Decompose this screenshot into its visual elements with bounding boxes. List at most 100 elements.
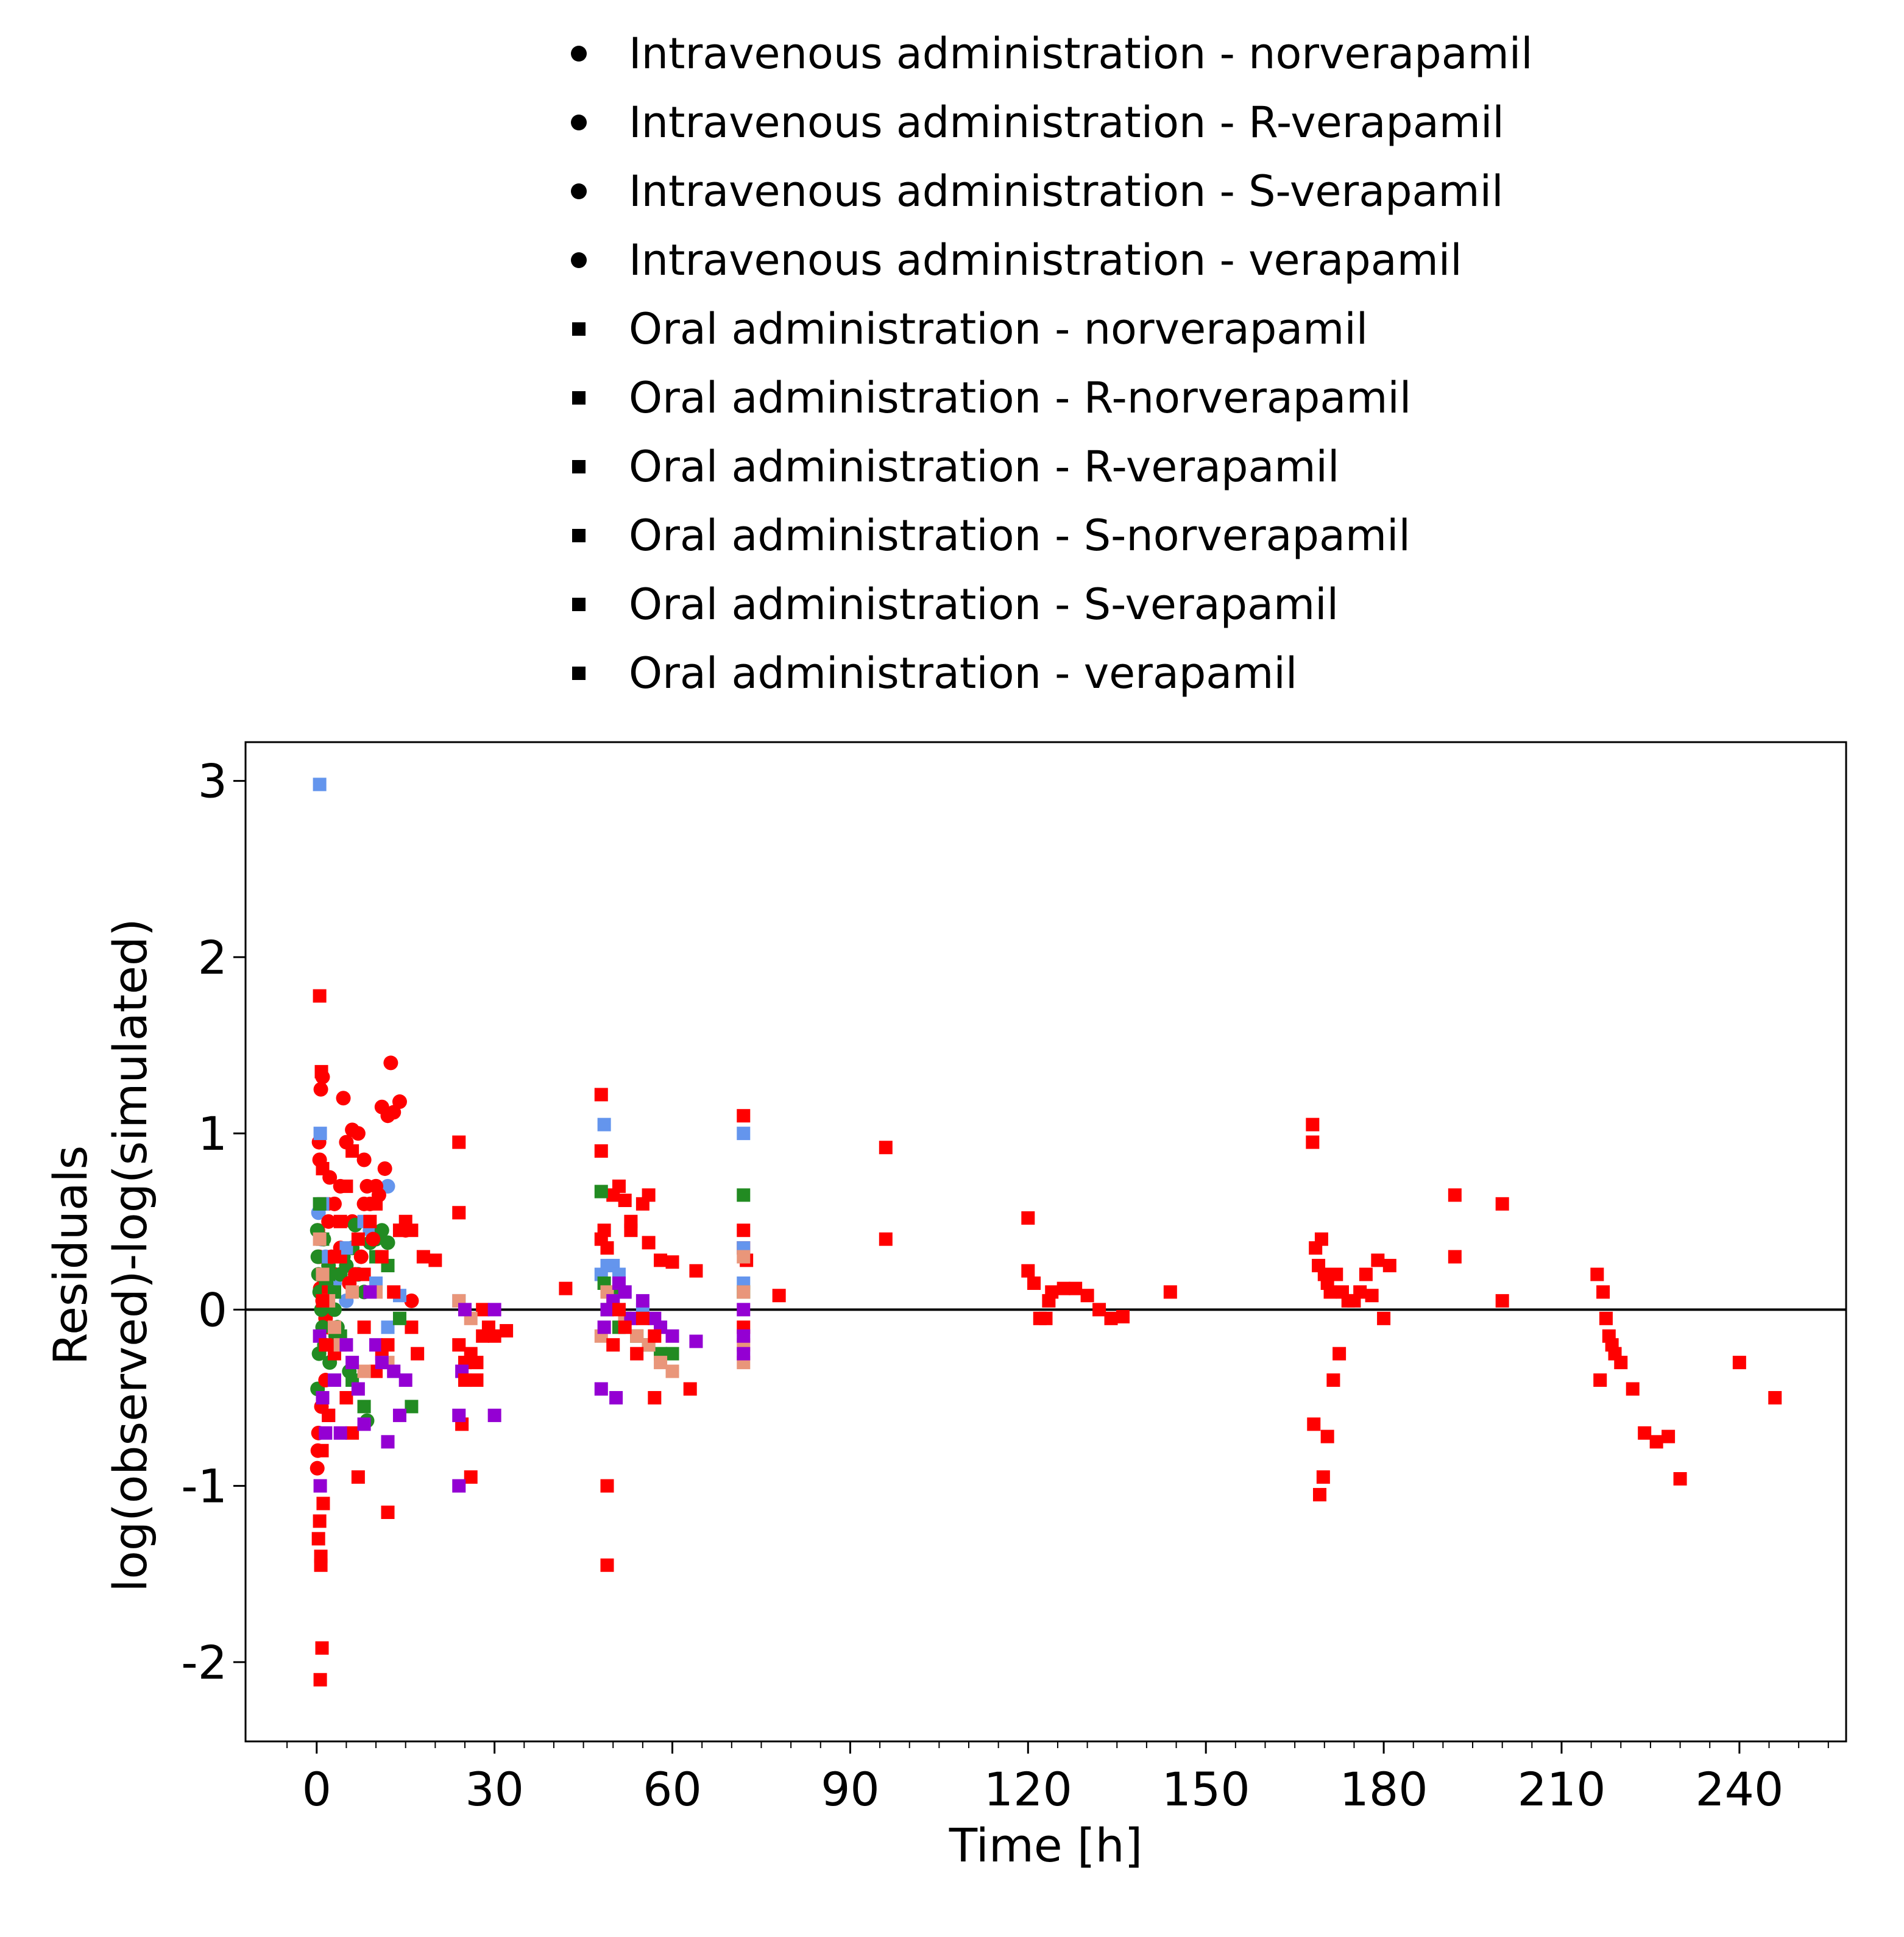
point-oral-norverapamil [737,1109,751,1123]
point-oral-norverapamil [594,1144,608,1158]
point-oral-norverapamil [879,1141,893,1155]
point-oral-r-verapamil [392,1311,406,1325]
point-oral-norverapamil [351,1470,365,1484]
point-oral-verapamil [624,1223,638,1238]
point-oral-norverapamil [476,1303,490,1317]
point-oral-norverapamil [1313,1488,1327,1502]
point-oral-s-verapamil [737,1347,751,1361]
point-iv-s-verapamil [310,1249,325,1264]
x-axis: 0 30 60 90 120 150 180 210 240 [286,1741,1829,1816]
point-oral-norverapamil [1649,1435,1663,1449]
point-oral-norverapamil [1306,1135,1320,1149]
legend-label: Intravenous administration - verapamil [629,235,1462,285]
point-oral-norverapamil [594,1088,608,1102]
point-iv-verapamil [336,1091,351,1106]
point-oral-norverapamil [452,1135,466,1149]
legend-label: Oral administration - S-verapamil [629,579,1339,629]
point-oral-verapamil [458,1373,472,1387]
point-oral-norverapamil [470,1373,484,1387]
point-oral-norverapamil [1307,1417,1321,1431]
point-oral-norverapamil [665,1255,679,1269]
point-oral-s-norverapamil [665,1364,679,1378]
point-oral-norverapamil [1626,1382,1640,1396]
point-oral-verapamil [369,1197,383,1211]
point-oral-verapamil [612,1303,626,1317]
point-oral-norverapamil [500,1324,514,1338]
point-oral-verapamil [314,1549,328,1563]
point-oral-norverapamil [683,1382,697,1396]
point-oral-verapamil [357,1320,371,1334]
point-oral-norverapamil [1593,1373,1607,1387]
point-oral-verapamil [319,1338,333,1352]
point-oral-s-verapamil [333,1426,347,1440]
square-legend-marker [572,598,586,611]
point-oral-norverapamil [1599,1311,1613,1325]
point-oral-norverapamil [1056,1281,1071,1295]
point-oral-norverapamil [737,1223,751,1238]
circle-legend-marker [571,183,587,199]
point-oral-norverapamil [1045,1285,1059,1299]
point-oral-verapamil [327,1250,341,1264]
point-oral-norverapamil [1329,1267,1343,1281]
point-iv-verapamil [353,1249,369,1264]
point-oral-verapamil [345,1144,359,1158]
point-oral-verapamil [642,1188,656,1202]
point-oral-norverapamil [1116,1309,1130,1323]
point-oral-norverapamil [315,1641,329,1655]
point-iv-verapamil [392,1094,407,1110]
point-oral-verapamil [618,1320,632,1334]
point-oral-norverapamil [1323,1285,1337,1299]
x-tick-label: 120 [984,1762,1072,1816]
point-oral-norverapamil [1021,1211,1035,1225]
point-oral-norverapamil [879,1232,893,1246]
point-oral-s-norverapamil [345,1285,359,1299]
point-oral-norverapamil [772,1289,786,1303]
point-oral-norverapamil [559,1281,573,1295]
point-oral-norverapamil [1371,1253,1385,1267]
point-oral-norverapamil [1673,1472,1687,1486]
point-oral-verapamil [339,1179,353,1193]
square-legend-marker [572,667,586,680]
point-oral-s-verapamil [398,1373,412,1387]
point-oral-norverapamil [1104,1311,1118,1325]
point-oral-s-verapamil [313,1479,327,1493]
point-oral-norverapamil [1320,1429,1334,1443]
point-iv-verapamil [321,1214,336,1229]
point-oral-s-verapamil [387,1364,401,1378]
y-tick-label: -2 [181,1635,227,1690]
point-oral-s-norverapamil [316,1267,330,1281]
x-tick-label: 30 [465,1762,524,1816]
point-oral-verapamil [411,1347,425,1361]
point-iv-verapamil [310,1461,325,1476]
point-oral-s-verapamil [458,1303,472,1317]
point-oral-norverapamil [1314,1232,1328,1246]
point-oral-norverapamil [1306,1117,1320,1131]
point-oral-norverapamil [1039,1311,1053,1325]
point-oral-norverapamil [1021,1264,1035,1278]
point-oral-norverapamil [381,1505,395,1519]
point-oral-r-norverapamil [737,1127,751,1141]
point-oral-norverapamil [1353,1285,1367,1299]
point-oral-r-norverapamil [339,1241,353,1255]
legend: Intravenous administration - norverapami… [571,29,1533,698]
point-oral-s-verapamil [665,1329,679,1343]
point-oral-norverapamil [416,1250,430,1264]
y-tick-label: 0 [198,1283,227,1337]
point-oral-s-verapamil [381,1435,395,1449]
point-oral-s-verapamil [452,1479,466,1493]
point-oral-norverapamil [1638,1426,1652,1440]
x-tick-label: 60 [643,1762,702,1816]
point-iv-verapamil [356,1152,372,1167]
point-oral-norverapamil [1590,1267,1604,1281]
legend-label: Oral administration - norverapamil [629,304,1368,354]
point-oral-norverapamil [314,1064,328,1078]
point-oral-norverapamil [313,989,327,1003]
square-legend-marker [572,529,586,542]
point-oral-norverapamil [345,1426,359,1440]
legend-label: Oral administration - R-verapamil [629,442,1339,492]
point-oral-norverapamil [1316,1470,1330,1484]
point-oral-verapamil [316,1294,330,1308]
circle-legend-marker [571,252,587,268]
point-oral-s-verapamil [487,1303,501,1317]
